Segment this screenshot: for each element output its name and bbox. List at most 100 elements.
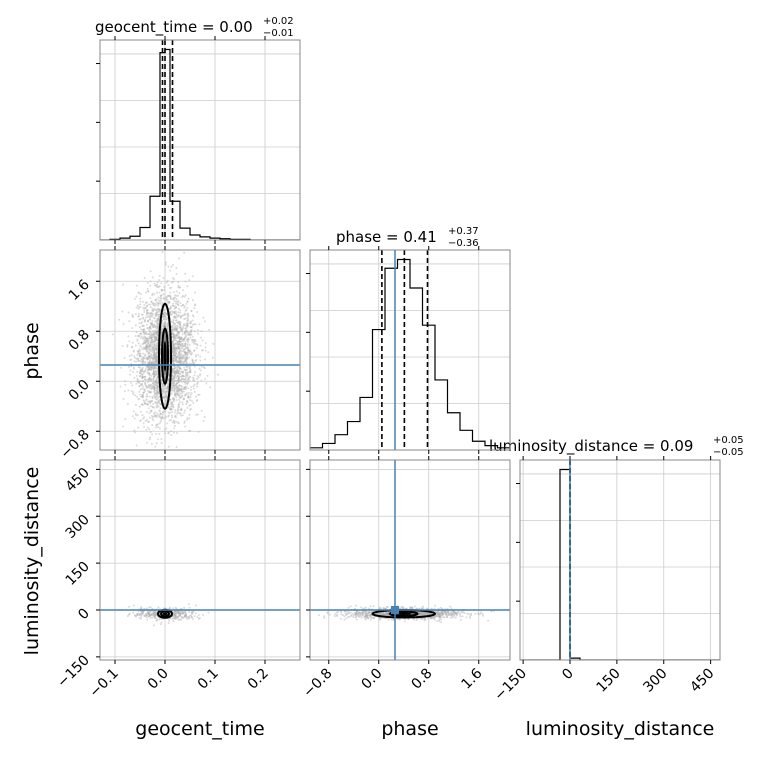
scatter-point — [188, 333, 191, 336]
scatter-point — [154, 381, 157, 384]
scatter-point — [146, 386, 149, 389]
scatter-point — [172, 384, 175, 387]
scatter-point — [175, 392, 178, 395]
scatter-point — [178, 322, 181, 325]
scatter-point — [131, 384, 134, 387]
scatter-point — [188, 331, 191, 334]
scatter-point — [174, 328, 177, 331]
scatter-point — [364, 614, 367, 617]
scatter-point — [178, 373, 181, 376]
scatter-point — [169, 298, 172, 301]
scatter-point — [141, 387, 144, 390]
scatter-point — [343, 615, 346, 618]
scatter-point — [437, 610, 440, 613]
scatter-point — [175, 306, 178, 309]
scatter-point — [154, 395, 157, 398]
scatter-point — [139, 354, 142, 357]
scatter-point — [152, 335, 155, 338]
scatter-point — [151, 338, 154, 341]
scatter-point — [171, 356, 174, 359]
scatter-point — [189, 429, 192, 432]
scatter-point — [175, 328, 178, 331]
x-tick-label: −150 — [491, 666, 530, 705]
scatter-point — [168, 294, 171, 297]
scatter-point — [156, 326, 159, 329]
scatter-point — [167, 415, 170, 418]
scatter-point — [438, 615, 441, 618]
scatter-point — [465, 616, 468, 619]
scatter-point — [440, 612, 443, 615]
scatter-point — [365, 612, 368, 615]
scatter-point — [127, 311, 130, 314]
scatter-point — [461, 615, 464, 618]
scatter-point — [177, 619, 180, 622]
scatter-point — [155, 392, 158, 395]
scatter-point — [151, 406, 154, 409]
scatter-point — [181, 344, 184, 347]
scatter-point — [422, 607, 425, 610]
scatter-point — [438, 619, 441, 622]
scatter-point — [426, 607, 429, 610]
scatter-point — [162, 385, 165, 388]
scatter-point — [137, 291, 140, 294]
scatter-point — [436, 610, 439, 613]
scatter-point — [111, 333, 114, 336]
scatter-point — [159, 297, 162, 300]
scatter-point — [185, 322, 188, 325]
scatter-point — [150, 390, 153, 393]
scatter-point — [187, 348, 190, 351]
scatter-point — [133, 429, 136, 432]
scatter-point — [177, 405, 180, 408]
scatter-point — [147, 369, 150, 372]
scatter-point — [165, 297, 168, 300]
scatter-point — [179, 389, 182, 392]
scatter-point — [427, 613, 430, 616]
scatter-point — [177, 281, 180, 284]
scatter-point — [184, 280, 187, 283]
scatter-point — [449, 612, 452, 615]
scatter-point — [133, 614, 136, 617]
scatter-point — [146, 323, 149, 326]
scatter-point — [183, 616, 186, 619]
scatter-point — [455, 613, 458, 616]
scatter-point — [165, 318, 168, 321]
scatter-point — [171, 378, 174, 381]
scatter-point — [358, 611, 361, 614]
scatter-point — [188, 375, 191, 378]
scatter-point — [181, 385, 184, 388]
scatter-point — [150, 368, 153, 371]
scatter-point — [175, 360, 178, 363]
scatter-point — [153, 615, 156, 618]
scatter-point — [179, 379, 182, 382]
scatter-point — [149, 316, 152, 319]
scatter-point — [179, 614, 182, 617]
scatter-point — [167, 431, 170, 434]
scatter-point — [189, 396, 192, 399]
scatter-point — [165, 397, 168, 400]
scatter-point — [142, 360, 145, 363]
scatter-point — [178, 343, 181, 346]
scatter-point — [140, 382, 143, 385]
scatter-point — [172, 403, 175, 406]
scatter-point — [149, 355, 152, 358]
scatter-point — [357, 613, 360, 616]
scatter-point — [343, 618, 346, 621]
scatter-point — [191, 358, 194, 361]
scatter-point — [182, 398, 185, 401]
scatter-point — [153, 354, 156, 357]
scatter-point — [451, 610, 454, 613]
scatter-point — [144, 345, 147, 348]
hist-bar — [485, 446, 498, 450]
scatter-point — [183, 359, 186, 362]
scatter-point — [401, 606, 404, 609]
scatter-point — [131, 313, 134, 316]
scatter-point — [369, 605, 372, 608]
scatter-point — [145, 346, 148, 349]
scatter-point — [453, 612, 456, 615]
scatter-point — [167, 300, 170, 303]
scatter-point — [154, 352, 157, 355]
scatter-point — [148, 387, 151, 390]
scatter-point — [165, 281, 168, 284]
scatter-point — [170, 389, 173, 392]
scatter-point — [180, 407, 183, 410]
